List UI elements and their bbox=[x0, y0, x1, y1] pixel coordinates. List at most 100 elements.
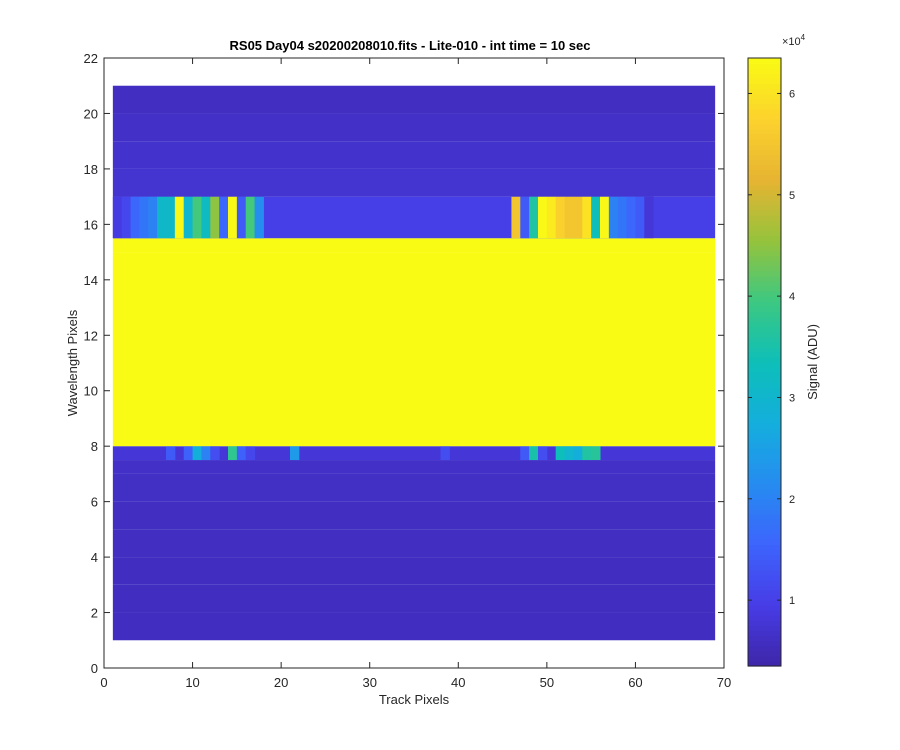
colorbar-segment bbox=[748, 331, 781, 338]
colorbar-segment bbox=[748, 235, 781, 241]
colorbar-segment bbox=[748, 625, 781, 632]
heatmap-cell bbox=[600, 196, 610, 239]
colorbar-segment bbox=[748, 179, 781, 186]
heatmap-cell bbox=[121, 196, 132, 239]
x-tick-label: 60 bbox=[628, 675, 642, 690]
heatmap-cell bbox=[245, 446, 256, 461]
colorbar-segment bbox=[748, 225, 781, 231]
colorbar-segment bbox=[748, 118, 781, 125]
colorbar-segment bbox=[748, 245, 781, 252]
colorbar-segment bbox=[748, 427, 781, 434]
heatmap-row-band bbox=[112, 460, 716, 474]
heatmap-cell bbox=[591, 446, 601, 461]
y-tick-label: 18 bbox=[84, 162, 98, 177]
heatmap-cell bbox=[582, 196, 592, 239]
heatmap-cell bbox=[130, 196, 140, 239]
colorbar-segment bbox=[748, 458, 781, 464]
colorbar-segment bbox=[748, 640, 781, 647]
colorbar-segment bbox=[748, 93, 781, 100]
heatmap-cell bbox=[511, 196, 521, 239]
colorbar-segment bbox=[748, 483, 781, 490]
colorbar-segment bbox=[748, 448, 781, 454]
colorbar-segment bbox=[748, 630, 781, 637]
x-tick-label: 20 bbox=[274, 675, 288, 690]
x-axis: 0 10 20 30 40 50 60 70 bbox=[100, 58, 731, 690]
colorbar-exponent: ×104 bbox=[782, 33, 806, 48]
x-tick-label: 40 bbox=[451, 675, 465, 690]
colorbar-segment bbox=[748, 473, 781, 480]
heatmap-cell bbox=[210, 446, 220, 461]
colorbar-segment bbox=[748, 68, 781, 74]
colorbar-segment bbox=[748, 514, 781, 520]
colorbar-segment bbox=[748, 539, 781, 545]
heatmap-cell bbox=[564, 446, 574, 461]
colorbar-tick-label: 5 bbox=[789, 190, 795, 202]
heatmap-cell bbox=[290, 446, 300, 461]
colorbar-segment bbox=[748, 128, 781, 135]
colorbar-segment bbox=[748, 417, 781, 424]
x-axis-label: Track Pixels bbox=[379, 692, 450, 707]
heatmap-cell bbox=[228, 446, 238, 461]
heatmap-row-band bbox=[112, 141, 716, 169]
colorbar-segment bbox=[748, 326, 781, 333]
colorbar-segment bbox=[748, 270, 781, 277]
colorbar-segment bbox=[748, 169, 781, 176]
y-tick-label: 22 bbox=[84, 51, 98, 66]
colorbar-segment bbox=[748, 275, 781, 282]
colorbar-segment bbox=[748, 493, 781, 500]
colorbar-segment bbox=[748, 508, 781, 515]
colorbar-segment bbox=[748, 174, 781, 181]
colorbar-label: Signal (ADU) bbox=[805, 324, 820, 400]
heatmap-row-band bbox=[112, 85, 716, 114]
colorbar-segment bbox=[748, 367, 781, 373]
heatmap-row-band bbox=[112, 501, 716, 530]
colorbar-segment bbox=[748, 103, 781, 110]
colorbar-segment bbox=[748, 260, 781, 267]
colorbar-segment bbox=[748, 584, 781, 591]
colorbar-segment bbox=[748, 559, 781, 566]
heatmap-cell bbox=[139, 196, 149, 239]
heatmap-cell bbox=[148, 196, 158, 239]
heatmap-cell bbox=[254, 196, 264, 239]
colorbar-segment bbox=[748, 280, 781, 287]
heatmap-row-band bbox=[112, 238, 716, 253]
heatmap-cell bbox=[644, 196, 654, 239]
colorbar-segment bbox=[748, 83, 781, 89]
colorbar-segment bbox=[748, 615, 781, 621]
heatmap-row-band bbox=[112, 113, 716, 142]
y-tick-label: 14 bbox=[84, 273, 98, 288]
colorbar-segment bbox=[748, 660, 781, 667]
chart-title: RS05 Day04 s20200208010.fits - Lite-010 … bbox=[230, 38, 591, 53]
colorbar-segment bbox=[748, 635, 781, 642]
colorbar-segment bbox=[748, 524, 781, 530]
colorbar-segment bbox=[748, 204, 781, 211]
heatmap-cell bbox=[192, 446, 202, 461]
colorbar-segment bbox=[748, 412, 781, 419]
colorbar-segment bbox=[748, 463, 781, 469]
heatmap-cell bbox=[236, 196, 247, 239]
colorbar-segment bbox=[748, 78, 781, 84]
colorbar-segment bbox=[748, 296, 781, 302]
x-tick-label: 10 bbox=[185, 675, 199, 690]
colorbar-segment bbox=[748, 113, 781, 120]
colorbar-segment bbox=[748, 240, 781, 247]
x-tick-label: 0 bbox=[100, 675, 107, 690]
colorbar-segment bbox=[748, 519, 781, 525]
colorbar-segment bbox=[748, 590, 781, 596]
heatmap-cell bbox=[183, 446, 194, 461]
colorbar-segment bbox=[748, 468, 781, 475]
colorbar-segment bbox=[748, 356, 781, 363]
colorbar-segment bbox=[748, 63, 781, 69]
colorbar-segment bbox=[748, 144, 781, 150]
heatmap-cell bbox=[573, 446, 583, 461]
colorbar-segment bbox=[748, 164, 781, 171]
heatmap-cell bbox=[245, 196, 256, 239]
heatmap-cell bbox=[635, 196, 645, 239]
colorbar-segment bbox=[748, 438, 781, 444]
colorbar-segment bbox=[748, 346, 781, 353]
colorbar-segment bbox=[748, 108, 781, 115]
y-tick-label: 2 bbox=[91, 606, 98, 621]
heatmap-cell bbox=[192, 196, 202, 239]
colorbar-segment bbox=[748, 341, 781, 348]
colorbar-segment bbox=[748, 397, 781, 404]
